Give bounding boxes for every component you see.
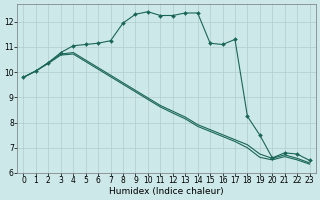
X-axis label: Humidex (Indice chaleur): Humidex (Indice chaleur) bbox=[109, 187, 224, 196]
